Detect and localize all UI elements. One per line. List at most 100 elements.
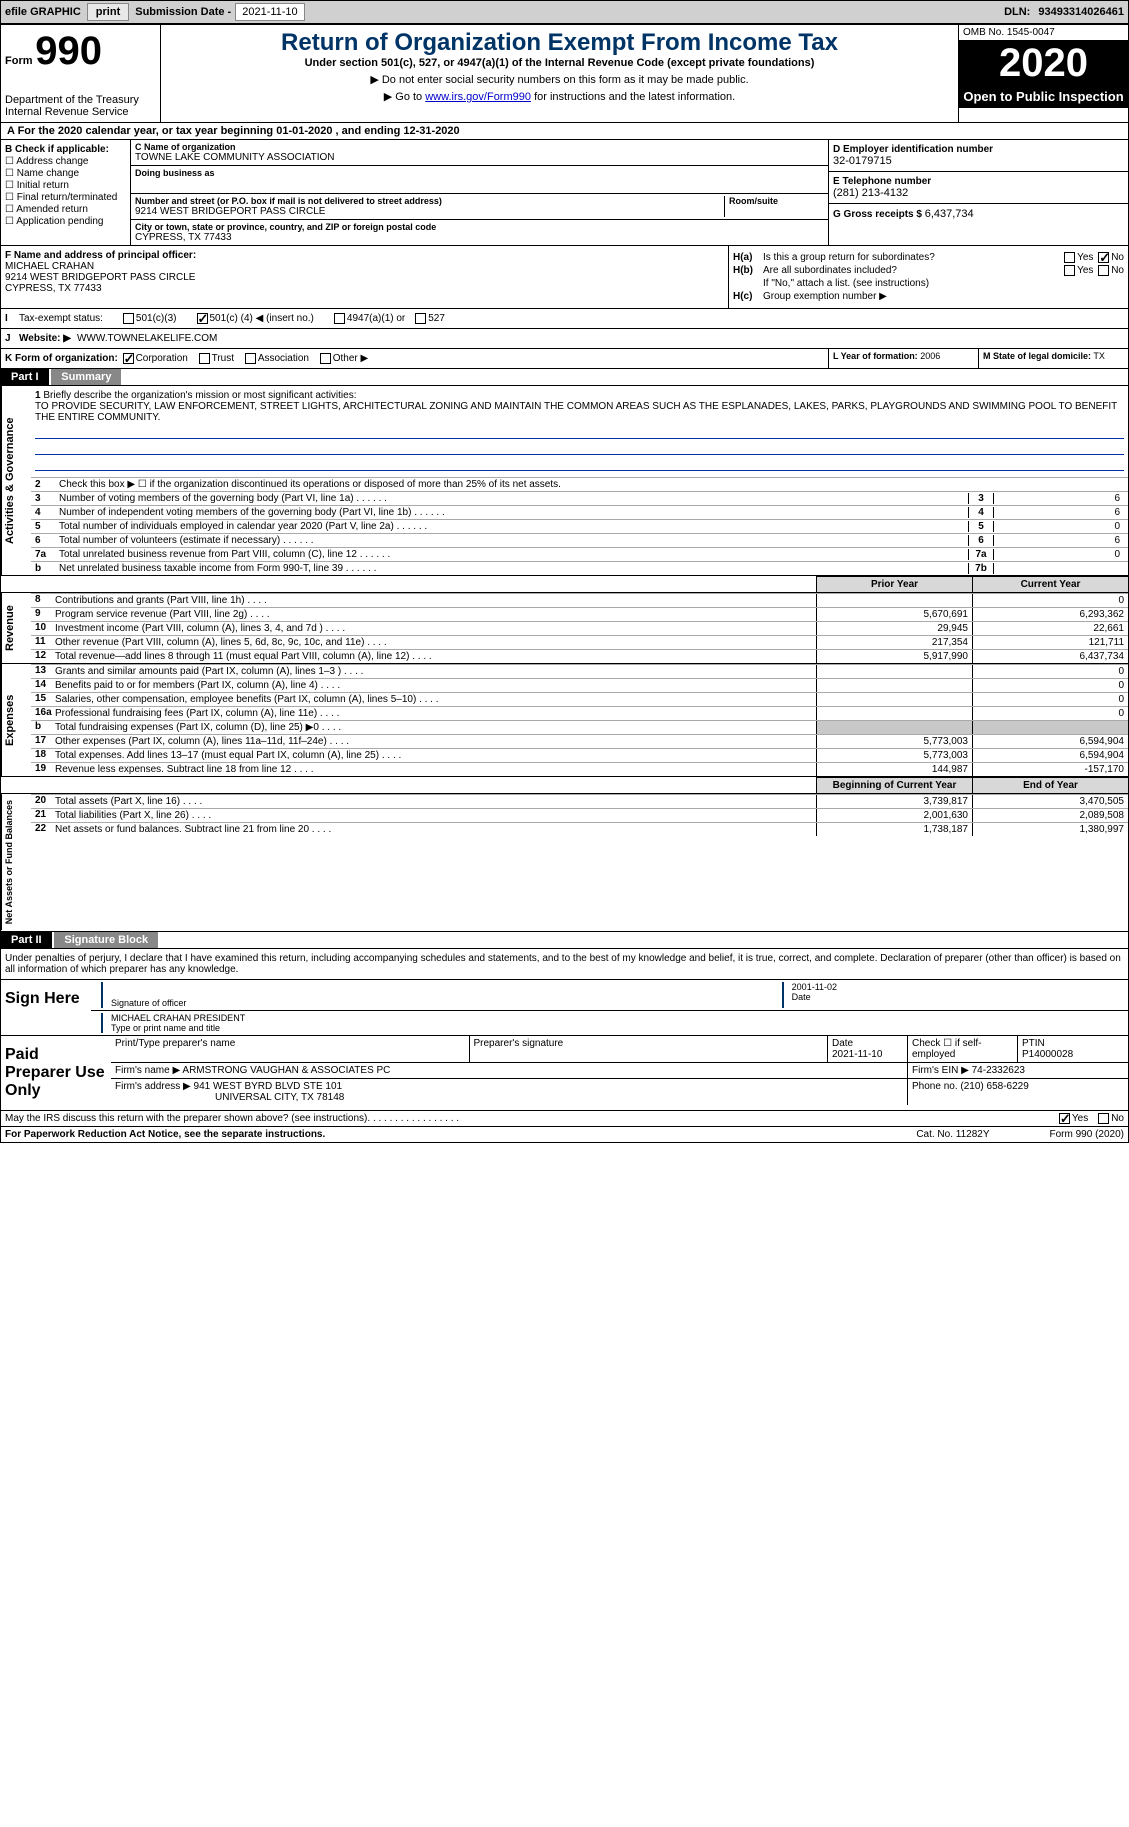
sig-field: Signature of officer [101,982,776,1008]
hb-yes-checkbox[interactable] [1064,265,1075,276]
klm-row: K Form of organization: Corporation Trus… [0,349,1129,369]
hdr-prior-year: Prior Year [816,576,972,592]
ptin-label: PTIN [1022,1038,1124,1049]
chk-other[interactable] [320,353,331,364]
discuss-no-checkbox[interactable] [1098,1113,1109,1124]
org-name: TOWNE LAKE COMMUNITY ASSOCIATION [135,152,824,163]
ptin-cell: PTIN P14000028 [1018,1036,1128,1062]
tax-status-label: Tax-exempt status: [19,313,103,324]
governance-content: 1 Briefly describe the organization's mi… [31,386,1128,575]
ha-yn: Yes No [1062,252,1124,263]
chk-initial[interactable]: ☐ Initial return [5,180,126,191]
website-row: J Website: ▶ WWW.TOWNELAKELIFE.COM [0,329,1129,349]
goto-pre: ▶ Go to [384,91,425,103]
sig-intro: Under penalties of perjury, I declare th… [0,949,1129,980]
sign-here-block: Sign Here Signature of officer 2001-11-0… [0,980,1129,1036]
dln-label: DLN: [1000,6,1034,18]
chk-name[interactable]: ☐ Name change [5,168,126,179]
q1-text: Briefly describe the organization's miss… [43,390,356,401]
mission-block: 1 Briefly describe the organization's mi… [31,386,1128,477]
ha-text: Is this a group return for subordinates? [763,252,935,263]
discuss-yes-checkbox[interactable] [1059,1113,1070,1124]
irs-link[interactable]: www.irs.gov/Form990 [425,91,531,103]
i-label: I [5,313,19,324]
name-label: Type or print name and title [111,1023,1124,1033]
prep-self-label: Check ☐ if self-employed [908,1036,1018,1062]
sig-label: Signature of officer [111,998,776,1008]
chk-501c3[interactable] [123,313,134,324]
tax-period-row: A For the 2020 calendar year, or tax yea… [0,123,1129,140]
box-l: L Year of formation: 2006 [828,349,978,368]
phone-value: (281) 213-4132 [833,187,1124,199]
omb-number: OMB No. 1545-0047 [959,25,1128,41]
city-row: City or town, state or province, country… [131,220,828,245]
form-number: 990 [35,29,102,73]
tax-year-box: 2020 [959,41,1128,85]
data-line: 15Salaries, other compensation, employee… [31,692,1128,706]
data-line: 21Total liabilities (Part X, line 26) . … [31,808,1128,822]
header-center: Return of Organization Exempt From Incom… [161,25,958,122]
chk-assoc[interactable] [245,353,256,364]
chk-4947[interactable] [334,313,345,324]
prep-name-label: Print/Type preparer's name [111,1036,470,1062]
q1-num: 1 [35,390,41,401]
chk-corp[interactable] [123,353,134,364]
period-mid: , and ending [336,125,404,137]
netassets-section: Net Assets or Fund Balances 20Total asse… [0,794,1129,931]
header-right: OMB No. 1545-0047 2020 Open to Public In… [958,25,1128,122]
part2-title: Signature Block [54,932,158,948]
city-label: City or town, state or province, country… [135,222,824,232]
form-header: Form 990 Department of the Treasury Inte… [0,24,1129,123]
discuss-yes: Yes [1072,1113,1088,1124]
ssn-warning: ▶ Do not enter social security numbers o… [165,73,954,86]
hb-row: H(b) Are all subordinates included? Yes … [733,265,1124,276]
chk-pending[interactable]: ☐ Application pending [5,216,126,227]
gov-line: 6Total number of volunteers (estimate if… [31,533,1128,547]
box-b: B Check if applicable: ☐ Address change … [1,140,131,245]
chk-address[interactable]: ☐ Address change [5,156,126,167]
q2-line: 2 Check this box ▶ ☐ if the organization… [31,477,1128,491]
officer-name: MICHAEL CRAHAN [5,261,724,272]
open-to-public: Open to Public Inspection [959,85,1128,108]
prep-row1: Print/Type preparer's name Preparer's si… [111,1036,1128,1063]
cat-no: Cat. No. 11282Y [916,1129,989,1140]
addr-row: Number and street (or P.O. box if mail i… [131,194,828,220]
501c-post: ) ◀ (insert no.) [250,313,314,324]
ha-row: H(a) Is this a group return for subordin… [733,252,1124,263]
addr-label: Number and street (or P.O. box if mail i… [135,196,724,206]
footer-row: For Paperwork Reduction Act Notice, see … [0,1127,1129,1143]
na-header: Beginning of Current Year End of Year [0,777,1129,794]
gov-line: 7aTotal unrelated business revenue from … [31,547,1128,561]
firm-name-value: ARMSTRONG VAUGHAN & ASSOCIATES PC [182,1065,390,1076]
subdate-value: 2021-11-10 [235,3,304,21]
side-governance: Activities & Governance [1,386,31,575]
chk-final[interactable]: ☐ Final return/terminated [5,192,126,203]
expenses-content: 13Grants and similar amounts paid (Part … [31,664,1128,776]
tax-year: 2020 [959,43,1128,83]
ha-no-checkbox[interactable] [1098,252,1109,263]
chk-amended[interactable]: ☐ Amended return [5,204,126,215]
chk-527[interactable] [415,313,426,324]
gross-row: G Gross receipts $ 6,437,734 [829,204,1128,224]
ha-yes-checkbox[interactable] [1064,252,1075,263]
gov-line: bNet unrelated business taxable income f… [31,561,1128,575]
box-h: H(a) Is this a group return for subordin… [728,246,1128,308]
chk-trust[interactable] [199,353,210,364]
side-netassets: Net Assets or Fund Balances [1,794,31,930]
m-value: TX [1093,351,1105,361]
preparer-fields: Print/Type preparer's name Preparer's si… [111,1036,1128,1110]
phone-label: E Telephone number [833,176,1124,187]
firm-name-cell: Firm's name ▶ ARMSTRONG VAUGHAN & ASSOCI… [111,1063,908,1078]
city-value: CYPRESS, TX 77433 [135,232,824,243]
box-b-title: B Check if applicable: [5,144,126,155]
sig-date-value: 2001-11-02 [792,982,1124,992]
ein-row: D Employer identification number 32-0179… [829,140,1128,172]
box-m: M State of legal domicile: TX [978,349,1128,368]
hb-note: If "No," attach a list. (see instruction… [763,278,929,289]
hb-no-checkbox[interactable] [1098,265,1109,276]
data-line: 18Total expenses. Add lines 13–17 (must … [31,748,1128,762]
data-line: 16aProfessional fundraising fees (Part I… [31,706,1128,720]
print-button[interactable]: print [87,3,129,21]
firm-name-label: Firm's name ▶ [115,1065,180,1076]
chk-501c[interactable] [197,313,208,324]
